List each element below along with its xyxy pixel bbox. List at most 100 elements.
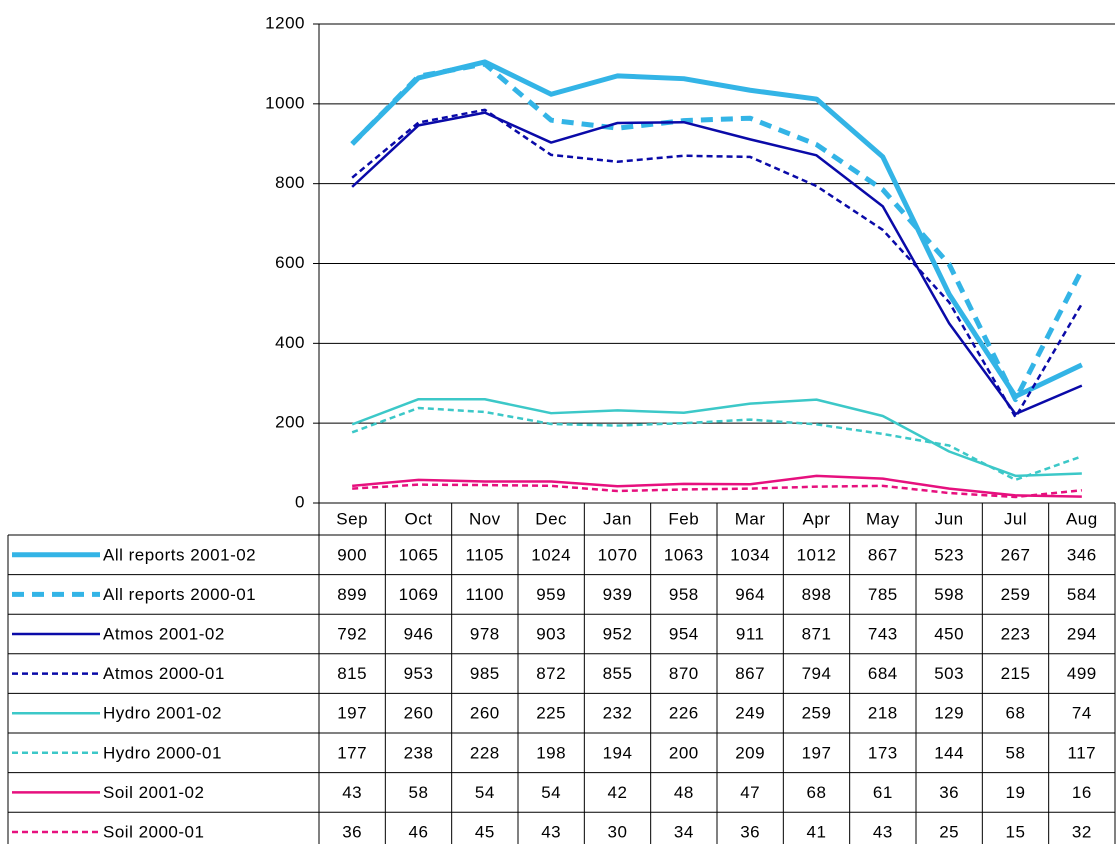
table-cell: 959	[536, 585, 566, 604]
table-cell: 450	[934, 624, 964, 643]
table-cell: 19	[1006, 783, 1026, 802]
series-line	[351, 108, 1083, 419]
table-cell: 499	[1067, 664, 1097, 683]
series-line	[352, 474, 1082, 498]
table-cell: 1070	[598, 545, 638, 564]
series-line	[350, 61, 1085, 403]
x-tick-label: Jun	[935, 509, 964, 528]
table-cell: 743	[868, 624, 898, 643]
y-tick-label: 200	[275, 413, 305, 432]
table-cell: 903	[536, 624, 566, 643]
table-cell: 1100	[466, 585, 505, 604]
table-cell: 867	[735, 664, 765, 683]
table-cell: 898	[802, 585, 832, 604]
legend-label: Hydro 2001-02	[103, 704, 222, 723]
table-cell: 209	[735, 743, 765, 762]
table-cell: 815	[337, 664, 367, 683]
table-cell: 74	[1072, 704, 1092, 723]
table-cell: 870	[669, 664, 699, 683]
y-tick-label: 1200	[265, 13, 305, 32]
table-cell: 218	[868, 704, 898, 723]
table-cell: 503	[934, 664, 964, 683]
table-cell: 584	[1067, 585, 1097, 604]
table-cell: 61	[873, 783, 893, 802]
y-tick-label: 0	[295, 492, 305, 511]
table-cell: 985	[470, 664, 500, 683]
table-cell: 1065	[399, 545, 439, 564]
table-cell: 173	[868, 743, 898, 762]
y-tick-label: 1000	[265, 93, 305, 112]
table-cell: 952	[603, 624, 633, 643]
series-line	[350, 59, 1083, 399]
table-cell: 946	[404, 624, 434, 643]
y-tick-label: 600	[275, 253, 305, 272]
legend-label: Soil 2000-01	[103, 822, 204, 841]
table-cell: 939	[603, 585, 633, 604]
table-cell: 46	[409, 822, 429, 841]
table-cell: 30	[608, 822, 628, 841]
series-line	[352, 483, 1082, 499]
table-cell: 978	[470, 624, 500, 643]
table-cell: 25	[939, 822, 959, 841]
x-tick-label: Sep	[336, 509, 368, 528]
table-cell: 238	[404, 743, 434, 762]
table-cell: 45	[475, 822, 495, 841]
table-cell: 911	[736, 624, 765, 643]
table-cell: 871	[802, 624, 832, 643]
table-cell: 225	[536, 704, 566, 723]
table-cell: 1063	[664, 545, 704, 564]
x-tick-label: Jan	[603, 509, 632, 528]
table-cell: 855	[603, 664, 633, 683]
table-cell: 129	[934, 704, 964, 723]
y-tick-label: 800	[275, 173, 305, 192]
table-cell: 1024	[531, 545, 571, 564]
table-cell: 215	[1001, 664, 1031, 683]
legend-label: Soil 2001-02	[103, 783, 204, 802]
table-cell: 68	[807, 783, 827, 802]
table-cell: 117	[1068, 743, 1097, 762]
x-tick-label: Aug	[1066, 509, 1098, 528]
legend-label: All reports 2001-02	[103, 545, 256, 564]
table-cell: 900	[337, 545, 367, 564]
table-cell: 346	[1067, 545, 1097, 564]
table-cell: 197	[337, 704, 367, 723]
legend-label: Atmos 2000-01	[103, 664, 225, 683]
table-cell: 294	[1067, 624, 1097, 643]
x-tick-label: Apr	[803, 509, 831, 528]
x-tick-label: Nov	[469, 509, 501, 528]
table-cell: 523	[934, 545, 964, 564]
y-tick-label: 400	[275, 333, 305, 352]
table-cell: 684	[868, 664, 898, 683]
table-cell: 226	[669, 704, 699, 723]
table-cell: 43	[541, 822, 561, 841]
table-cell: 794	[802, 664, 832, 683]
table-cell: 953	[404, 664, 434, 683]
table-cell: 260	[470, 704, 500, 723]
table-cell: 259	[1001, 585, 1031, 604]
table-cell: 48	[674, 783, 694, 802]
series-line	[351, 397, 1082, 478]
table-cell: 177	[337, 743, 367, 762]
table-cell: 1069	[399, 585, 439, 604]
table-cell: 249	[735, 704, 765, 723]
legend-label: Hydro 2000-01	[103, 743, 222, 762]
table-cell: 54	[475, 783, 495, 802]
table-cell: 36	[342, 822, 362, 841]
table-cell: 1034	[730, 545, 770, 564]
legend-label: Atmos 2001-02	[103, 624, 225, 643]
table-cell: 15	[1006, 822, 1026, 841]
table-cell: 792	[337, 624, 367, 643]
legend-label: All reports 2000-01	[103, 585, 256, 604]
table-cell: 964	[735, 585, 765, 604]
table-cell: 197	[802, 743, 832, 762]
table-cell: 58	[1006, 743, 1026, 762]
table-cell: 194	[603, 743, 633, 762]
table-cell: 34	[674, 822, 694, 841]
series-line	[351, 111, 1083, 416]
table-cell: 54	[541, 783, 561, 802]
table-cell: 41	[807, 822, 827, 841]
table-cell: 872	[536, 664, 566, 683]
table-cell: 58	[409, 783, 429, 802]
table-cell: 43	[342, 783, 362, 802]
